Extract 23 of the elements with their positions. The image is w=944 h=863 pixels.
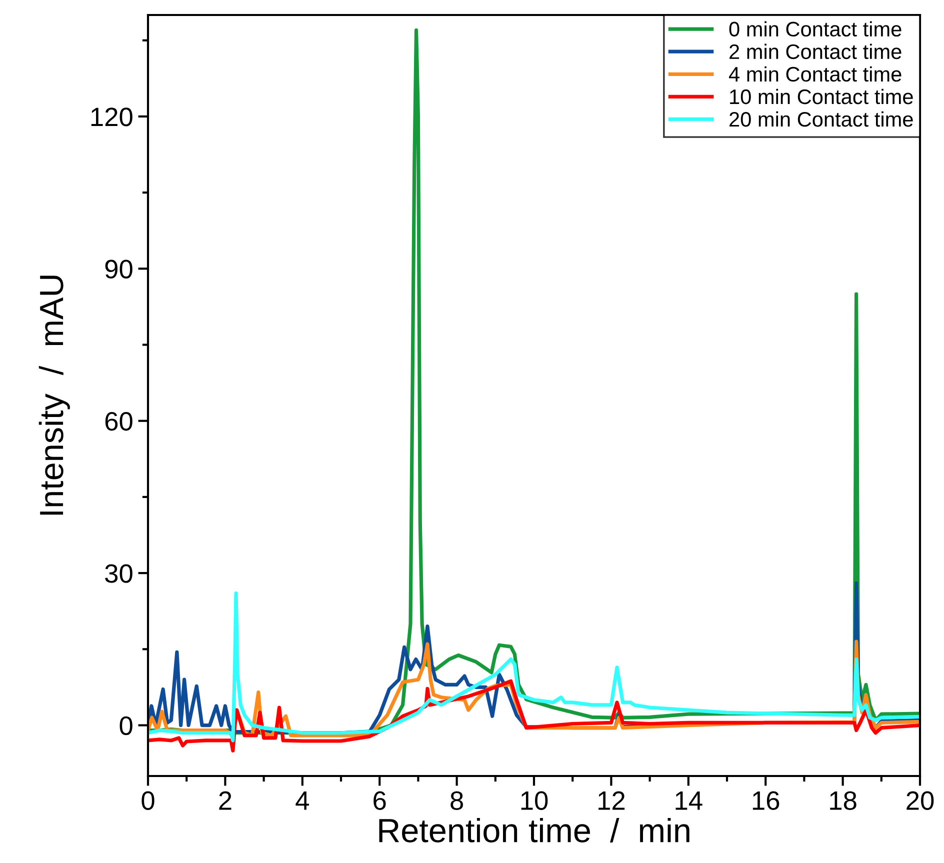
x-tick-label: 16 xyxy=(752,791,780,810)
x-tick-label: 4 xyxy=(296,792,309,810)
x-axis-title: Retention time / min xyxy=(379,818,690,842)
legend-label: 4 min Contact time xyxy=(728,66,902,82)
legend-label: 0 min Contact time xyxy=(729,21,902,37)
legend-label: 2 min Contact time xyxy=(730,44,902,60)
x-tick-label: 8 xyxy=(450,791,463,810)
x-tick-label: 12 xyxy=(598,791,625,810)
x-tick-label: 10 xyxy=(521,791,548,810)
x-tick-label: 6 xyxy=(374,791,386,810)
y-tick-label: 0 xyxy=(120,716,132,736)
legend-label: 10 min Contact time xyxy=(730,88,913,104)
x-tick-label: 14 xyxy=(676,792,702,810)
y-axis-title: Intensity / mAU xyxy=(38,276,70,515)
y-tick-label: 120 xyxy=(91,108,132,126)
x-tick-label: 2 xyxy=(219,791,232,810)
y-tick-label: 90 xyxy=(105,260,132,278)
x-tick-label: 20 xyxy=(906,791,934,810)
x-tick-label: 0 xyxy=(142,791,154,810)
y-tick-label: 30 xyxy=(105,564,132,583)
x-tick-label: 18 xyxy=(830,791,856,810)
legend-label: 20 min Contact time xyxy=(730,111,913,127)
y-tick-label: 60 xyxy=(105,412,132,431)
